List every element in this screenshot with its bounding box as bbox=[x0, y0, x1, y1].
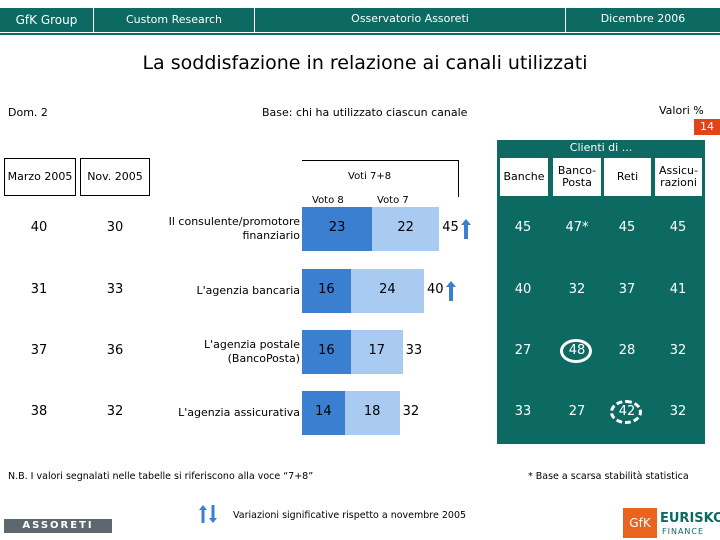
table-cell: 37 bbox=[618, 282, 636, 297]
column-header-line: Posta bbox=[562, 176, 592, 189]
table-cell: 45 bbox=[514, 220, 532, 235]
history-value-nov: 32 bbox=[106, 404, 124, 419]
bar-voto-8 bbox=[302, 207, 373, 251]
table-cell: 28 bbox=[618, 343, 636, 358]
question-label: Dom. 2 bbox=[8, 106, 48, 119]
bar-voto-8 bbox=[302, 330, 351, 374]
channel-label-line: L'agenzia bancaria bbox=[196, 284, 301, 297]
history-value-marzo: 38 bbox=[30, 404, 48, 419]
brand-label: GfK Group bbox=[0, 8, 93, 32]
column-header-line: Reti bbox=[616, 170, 639, 183]
finance-logo: FINANCE bbox=[662, 527, 705, 536]
column-header-line: Banco- bbox=[557, 164, 597, 177]
channel-label-line: finanziario bbox=[242, 229, 301, 242]
column-header: Reti bbox=[604, 158, 651, 196]
channel-label: L'agenzia assicurativa bbox=[150, 406, 300, 420]
history-value-marzo: 37 bbox=[30, 343, 48, 358]
column-header-line: Banche bbox=[503, 170, 545, 183]
column-header: Banco- Posta bbox=[553, 158, 601, 196]
channel-label-line: (BancoPosta) bbox=[227, 352, 300, 365]
bar-voto-7 bbox=[350, 330, 403, 374]
channel-label-line: L'agenzia postale bbox=[203, 338, 300, 351]
clienti-header: Clienti di ... bbox=[497, 140, 705, 156]
header-voti-7-8: Voti 7+8 bbox=[348, 171, 392, 182]
bar-label-voto-7: 17 bbox=[368, 343, 385, 358]
column-header: Banche bbox=[500, 158, 548, 196]
up-arrow-icon bbox=[446, 281, 456, 301]
bar-total-label: 40 bbox=[427, 282, 444, 297]
bar-label-voto-8: 23 bbox=[328, 220, 346, 235]
history-value-marzo: 31 bbox=[30, 282, 48, 297]
footnote-nb: N.B. I valori segnalati nelle tabelle si… bbox=[8, 471, 314, 482]
history-value-nov: 30 bbox=[106, 220, 124, 235]
column-header: Assicu-razioni bbox=[655, 158, 702, 196]
bar-voto-7 bbox=[344, 391, 400, 435]
header-nov-2005: Nov. 2005 bbox=[80, 158, 150, 196]
table-cell: 32 bbox=[669, 343, 687, 358]
bar-label-voto-8: 16 bbox=[318, 282, 335, 297]
bar-total-label: 45 bbox=[442, 220, 459, 235]
assoreti-logo: ASSORETI bbox=[4, 519, 112, 533]
voti-bracket bbox=[302, 160, 459, 197]
header-marzo-2005: Marzo 2005 bbox=[4, 158, 76, 196]
bar-label-voto-8: 14 bbox=[315, 404, 332, 419]
bar-voto-7 bbox=[372, 207, 440, 251]
channel-label-line: L'agenzia assicurativa bbox=[178, 406, 300, 419]
header-divider bbox=[0, 33, 720, 35]
gfk-logo: GfK bbox=[623, 508, 657, 538]
ring-marker bbox=[560, 339, 592, 363]
table-cell: 45 bbox=[669, 220, 687, 235]
column-header-line: Assicu- bbox=[658, 164, 699, 177]
bar-voto-8 bbox=[302, 391, 345, 435]
history-value-nov: 36 bbox=[106, 343, 124, 358]
bar-label-voto-7: 22 bbox=[397, 220, 414, 235]
table-cell: 32 bbox=[568, 282, 586, 297]
up-arrow-icon bbox=[461, 219, 472, 239]
channel-label-line: Il consulente/promotore bbox=[168, 215, 300, 228]
dashed-ring-marker bbox=[610, 400, 642, 424]
research-label: Custom Research bbox=[94, 8, 254, 32]
clienti-table bbox=[497, 156, 705, 444]
updown-arrows-icon bbox=[197, 504, 219, 528]
bar-label-voto-7: 18 bbox=[363, 404, 381, 419]
date-label: Dicembre 2006 bbox=[566, 8, 720, 32]
bar-label-voto-8: 16 bbox=[318, 343, 335, 358]
table-cell: 27 bbox=[568, 404, 586, 419]
page-title: La soddisfazione in relazione ai canali … bbox=[142, 52, 588, 74]
variazioni-legend: Variazioni significative rispetto a nove… bbox=[233, 510, 467, 521]
history-value-nov: 33 bbox=[106, 282, 124, 297]
eurisko-logo: EURISKO bbox=[660, 511, 720, 526]
bar-voto-8 bbox=[302, 269, 351, 313]
legend-voto-8: Voto 8 bbox=[312, 195, 344, 206]
history-value-marzo: 40 bbox=[30, 220, 48, 235]
table-cell: 45 bbox=[618, 220, 636, 235]
bar-voto-7 bbox=[350, 269, 424, 313]
legend-voto-7: Voto 7 bbox=[377, 195, 409, 206]
bar-label-voto-7: 24 bbox=[379, 282, 396, 297]
table-cell: 33 bbox=[514, 404, 532, 419]
base-label: Base: chi ha utilizzato ciascun canale bbox=[262, 106, 468, 119]
table-cell: 27 bbox=[514, 343, 532, 358]
channel-label: L'agenzia bancaria bbox=[150, 284, 301, 298]
channel-label: Il consulente/promotore finanziario bbox=[150, 215, 300, 243]
footnote-base: * Base a scarsa stabilità statistica bbox=[528, 471, 689, 482]
units-badge: 14 bbox=[694, 119, 720, 135]
column-header-line: razioni bbox=[660, 176, 697, 189]
table-cell: 40 bbox=[514, 282, 532, 297]
bar-total-label: 33 bbox=[405, 343, 423, 358]
channel-label: L'agenzia postale (BancoPosta) bbox=[150, 338, 300, 366]
table-cell: 32 bbox=[669, 404, 687, 419]
table-cell: 47* bbox=[565, 220, 589, 235]
bar-total-label: 32 bbox=[402, 404, 420, 419]
table-cell: 41 bbox=[669, 282, 687, 297]
units-label: Valori % bbox=[659, 104, 704, 117]
observatory-label: Osservatorio Assoreti bbox=[255, 8, 565, 32]
